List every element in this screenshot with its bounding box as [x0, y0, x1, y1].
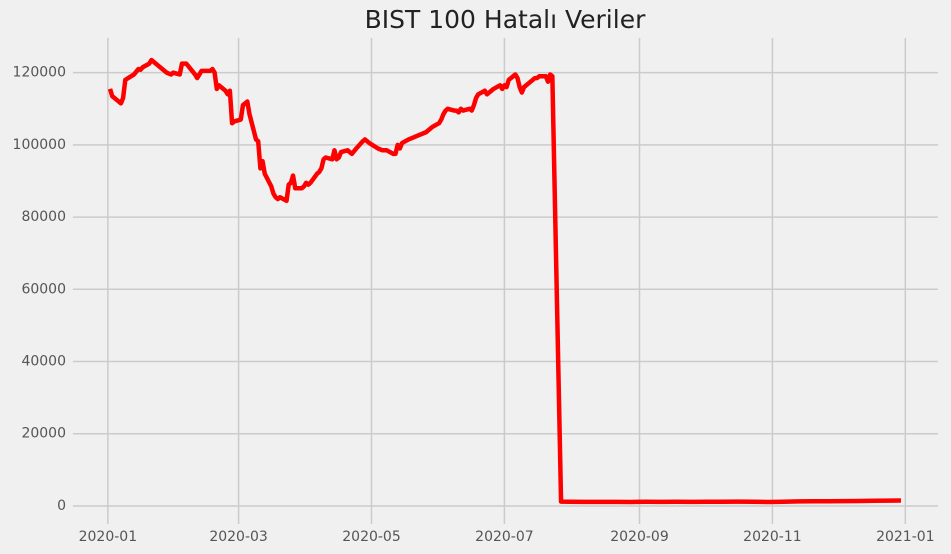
y-tick-label: 20000 [21, 426, 66, 442]
y-tick-label: 80000 [21, 209, 66, 225]
x-tick-label: 2020-05 [342, 529, 401, 545]
chart-title: BIST 100 Hatalı Veriler [365, 5, 646, 34]
y-tick-label: 120000 [13, 65, 66, 81]
x-tick-label: 2020-07 [475, 529, 534, 545]
y-tick-label: 0 [57, 498, 66, 514]
data-line [107, 57, 901, 505]
x-tick-label: 2021-01 [876, 529, 935, 545]
x-tick-label: 2020-11 [743, 529, 802, 545]
x-tick-label: 2020-03 [209, 529, 268, 545]
y-tick-label: 40000 [21, 354, 66, 370]
x-tick-label: 2020-01 [79, 529, 138, 545]
y-tick-label: 60000 [21, 281, 66, 297]
y-tick-label: 100000 [13, 137, 66, 153]
x-tick-label: 2020-09 [610, 529, 669, 545]
